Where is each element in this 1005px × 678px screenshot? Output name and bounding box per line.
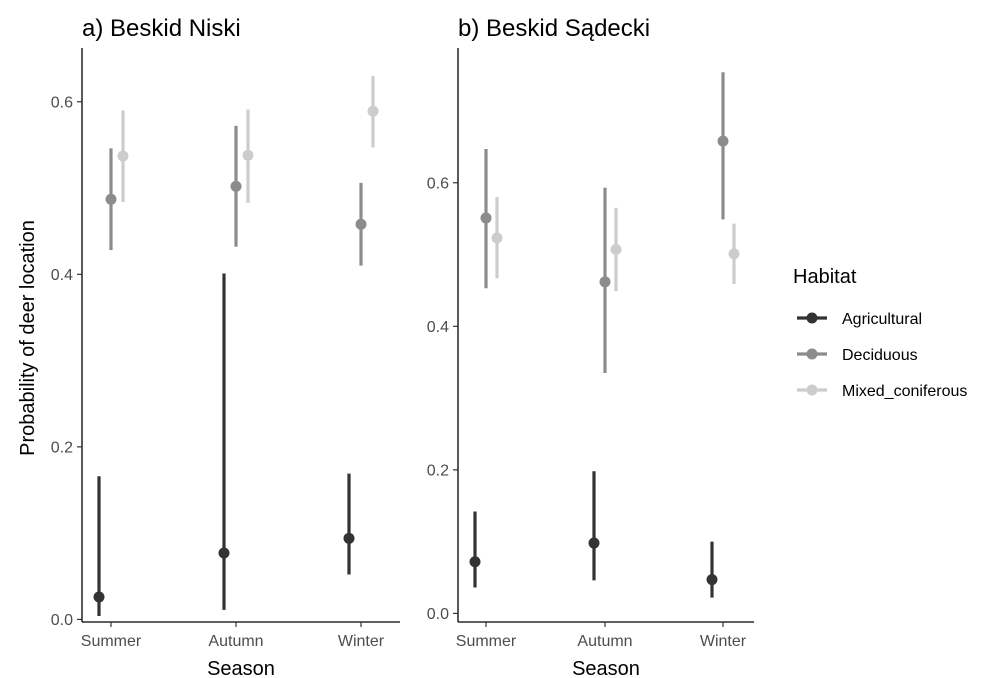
point-agricultural [218, 547, 230, 559]
x-tick-label: Autumn [208, 633, 263, 650]
x-axis-title: Season [572, 658, 640, 678]
panel-title: a) Beskid Niski [82, 15, 241, 42]
point-agricultural [588, 537, 600, 549]
point-deciduous [355, 218, 367, 230]
point-deciduous [717, 135, 729, 147]
x-axis-title: Season [207, 658, 275, 678]
y-tick-label: 0.0 [427, 606, 449, 623]
panel-beskid-sadecki: b) Beskid Sądecki 0.0 0.2 0.4 0.6 Summer Autum… [427, 15, 754, 678]
point-mixed-coniferous [728, 248, 740, 260]
legend: Habitat Agricultural Deciduous Mixed_conife… [793, 266, 967, 400]
point-deciduous [105, 193, 117, 205]
panel-beskid-niski: a) Beskid Niski 0.0 0.2 0.4 0.6 Summer Autumn W… [51, 15, 400, 678]
legend-label-mixed-coniferous: Mixed_coniferous [842, 383, 967, 400]
y-tick-label: 0.2 [51, 439, 73, 456]
point-mixed-coniferous [491, 232, 503, 244]
y-axis-title: Probability of deer location [17, 220, 39, 456]
y-tick-label: 0.4 [427, 319, 449, 336]
point-deciduous [480, 212, 492, 224]
legend-key-point-mixed-coniferous [806, 384, 818, 396]
legend-label-deciduous: Deciduous [842, 347, 918, 364]
x-tick-label: Autumn [577, 633, 632, 650]
legend-label-agricultural: Agricultural [842, 311, 922, 328]
panel-title: b) Beskid Sądecki [458, 15, 650, 42]
point-mixed-coniferous [610, 244, 622, 256]
legend-key-point-agricultural [806, 312, 818, 324]
x-tick-label: Winter [338, 633, 385, 650]
legend-title: Habitat [793, 266, 857, 288]
y-tick-label: 0.6 [51, 94, 73, 111]
point-mixed-coniferous [367, 105, 379, 117]
y-tick-label: 0.4 [51, 267, 73, 284]
point-deciduous [230, 180, 242, 192]
x-tick-label: Summer [456, 633, 517, 650]
y-tick-label: 0.0 [51, 612, 73, 629]
x-tick-label: Winter [700, 633, 747, 650]
y-tick-label: 0.6 [427, 175, 449, 192]
point-deciduous [599, 276, 611, 288]
y-tick-label: 0.2 [427, 462, 449, 479]
x-tick-label: Summer [81, 633, 142, 650]
point-agricultural [706, 574, 718, 586]
point-agricultural [343, 532, 355, 544]
point-agricultural [469, 556, 481, 568]
point-mixed-coniferous [117, 150, 129, 162]
legend-key-point-deciduous [806, 348, 818, 360]
point-agricultural [93, 591, 105, 603]
point-mixed-coniferous [242, 149, 254, 161]
